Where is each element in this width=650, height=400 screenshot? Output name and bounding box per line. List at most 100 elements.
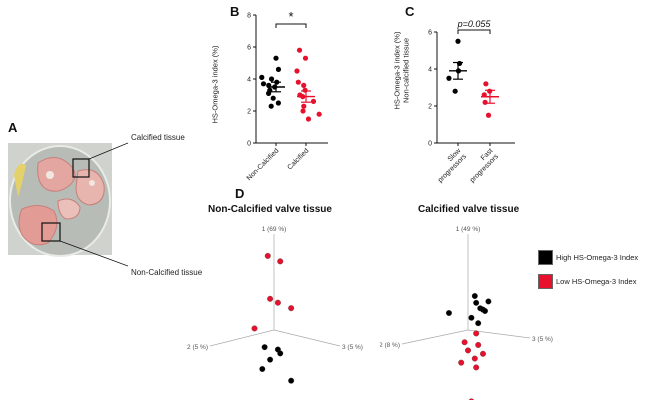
data-point-low [480,350,486,357]
dish-label [14,163,26,197]
data-point-low [267,295,274,302]
data-point [310,98,317,104]
data-point [301,103,307,109]
data-point [302,87,308,93]
axis-2-label: 2 (5 %) [187,344,208,351]
panel-letter-b: B [230,4,240,19]
axis-3 [273,329,341,347]
data-point-low [264,252,271,259]
data-point-low [473,330,480,337]
legend-label-high: High HS-Omega-3 Index [556,253,639,262]
data-point-high [267,356,274,363]
data-point-low [461,339,468,346]
data-point-high [468,314,475,321]
data-point-low [458,359,465,366]
data-point-high [471,293,478,299]
category-label: Slowprogressors [431,147,468,184]
panel-c-ylabel: HS-Omega-3 index (%) [392,31,402,110]
panel-letter-c: C [405,4,415,19]
data-point [273,55,279,61]
panel-d-left-chart: 1 (69 %) 2 (5 %) 3 (5 %) [187,226,363,384]
data-point-high [277,350,284,357]
data-point [482,99,488,105]
data-point [301,82,307,88]
data-point [296,47,303,53]
data-point-low [288,305,295,312]
data-point [270,95,276,101]
category-label: Non-Calcified [246,147,281,182]
axis-1-label: 1 (49 %) [456,226,481,233]
tissue-fragment [57,198,81,220]
panel-c-ylabel-2: Non-calcified tissue [401,37,411,104]
axis-2-label: 2 (8 %) [380,342,400,349]
data-point-high [261,344,268,351]
noncalcified-tissue-label: Non-Calcified tissue [131,268,203,277]
data-point-low [471,355,478,362]
tissue-leaflet-3 [18,205,58,246]
axis-2 [209,329,275,347]
calcification-nodule [46,171,54,179]
data-point-high [475,320,482,327]
panel-d-right-chart: 1 (49 %) 2 (8 %) 3 (5 %) [380,226,553,400]
y-tick-label: 2 [428,104,432,111]
data-point-low [277,258,284,265]
significance-bracket [457,29,491,34]
significance-label: * [288,9,293,24]
data-point [302,55,309,61]
y-tick-label: 8 [247,13,251,20]
data-point-high [288,377,295,384]
legend-item-high: High HS-Omega-3 Index [538,250,648,265]
data-point-low [251,325,258,332]
panel-letter-a: A [8,120,18,135]
panel-d-left-title: Non-Calcified valve tissue [208,204,332,215]
calcified-tissue-label: Calcified tissue [131,133,185,142]
calcified-box [72,158,90,178]
data-point [305,116,312,122]
tissue-leaflet-1 [37,157,76,192]
panel-c-chart: 0 2 4 6 p=0.055 Slowprogressors Fastprogressor… [428,19,515,184]
significance-bracket [275,23,307,28]
category-label: Calcified [286,147,310,171]
y-tick-label: 6 [247,45,251,52]
axis-1-label: 1 (69 %) [262,226,287,233]
data-point [452,88,458,94]
legend: High HS-Omega-3 Index Low HS-Omega-3 Ind… [538,250,648,289]
panel-b-ylabel: HS-Omega-3 index (%) [210,45,220,124]
axis-3 [467,329,531,339]
data-point [483,81,489,87]
calcified-pointer [88,142,129,160]
tissue-leaflet-2 [75,169,105,206]
data-point-low [465,347,471,354]
legend-label-low: Low HS-Omega-3 Index [556,277,637,286]
data-point-low [274,299,281,306]
y-tick-label: 4 [428,67,432,74]
data-point-high [482,308,488,314]
y-tick-label: 2 [247,109,251,116]
legend-item-low: Low HS-Omega-3 Index [538,274,648,289]
data-point [259,74,265,80]
data-point-high [259,366,266,372]
axis-2 [401,329,469,345]
data-point [300,108,306,114]
y-tick-label: 0 [247,141,251,148]
data-point [268,103,274,109]
data-point-low [475,342,482,348]
axis-3-label: 3 (5 %) [532,336,553,343]
data-point [265,90,272,96]
category-label: Fastprogressors [463,147,500,184]
panel-d-right-title: Calcified valve tissue [418,204,520,215]
data-point [275,66,282,72]
panel-letter-d: D [235,186,245,201]
data-point [455,38,461,44]
data-point [268,76,275,82]
panel-b-chart: 0 2 4 6 8 * Non-Calcified Calcified [246,9,328,182]
data-point-high [473,299,480,306]
legend-swatch-low [538,274,553,289]
y-tick-label: 4 [247,77,251,84]
y-tick-label: 6 [428,30,432,37]
significance-label: p=0.055 [457,19,492,29]
data-point [485,112,492,118]
data-point-high [485,298,492,305]
data-point-high [446,310,452,316]
data-point [295,79,301,85]
